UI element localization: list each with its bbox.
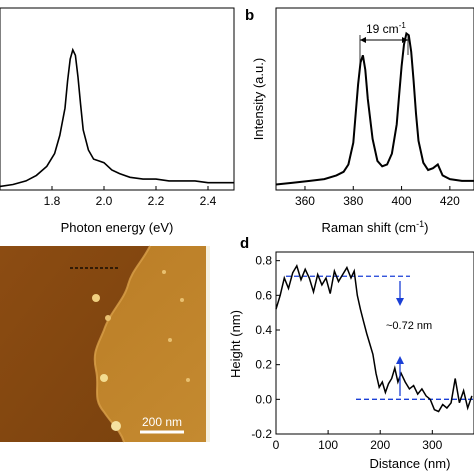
panel-d-y-axis-label: Height (nm): [228, 310, 243, 378]
panel-b-gap-arrowhead-left: [360, 37, 366, 43]
panel-d-x-tick-label: 100: [318, 438, 338, 452]
panel-b-gap-marker: 19 cm-1: [359, 21, 409, 68]
panel-d-x-tick-label: 300: [422, 438, 442, 452]
afm-particle: [162, 270, 166, 274]
panel-d-x-tick-label: 200: [370, 438, 390, 452]
panel-d-step-arrows: ~0.72 nm: [386, 281, 432, 396]
panel-a-x-tick-label: 2.2: [148, 194, 165, 208]
afm-particle: [168, 338, 172, 342]
panel-b-frame: [275, 7, 474, 191]
panel-b-gap-label: 19 cm-1: [366, 21, 406, 36]
panel-b-x-label-sup: -1: [416, 219, 424, 229]
panel-d-height-profile: d ~0.72 nm 0 100 200 300 -0.2 0.0 0.2 0.4 0.6 0.8…: [228, 235, 474, 471]
panel-d-y-tick-label: -0.2: [251, 427, 272, 441]
panel-b-raman: b 360 380 400 420 19 cm-1 Intensity (a.u.) …: [245, 7, 474, 235]
afm-particle: [105, 315, 111, 321]
afm-particle: [92, 294, 100, 302]
panel-d-arrowhead-up: [396, 356, 404, 364]
panel-a-x-axis-label: Photon energy (eV): [61, 220, 174, 235]
panel-b-y-axis-label: Intensity (a.u.): [251, 58, 266, 140]
panel-d-frame: [275, 251, 474, 435]
panel-b-x-axis-label: Raman shift (cm-1): [322, 219, 429, 235]
panel-a-series-line: [0, 47, 234, 188]
panel-b-gap-arrowhead-right: [402, 37, 408, 43]
panel-d-step-label: ~0.72 nm: [386, 320, 432, 332]
panel-c-afm-image: 200 nm: [0, 245, 210, 443]
afm-particle: [100, 374, 108, 382]
afm-particle: [111, 421, 121, 431]
panel-b-letter: b: [245, 7, 254, 24]
afm-colorbar-edge: [206, 246, 210, 442]
panel-b-gap-value: 19 cm: [366, 22, 399, 36]
panel-d-y-tick-label: 0.4: [255, 323, 272, 337]
panel-a-frame: [0, 7, 235, 191]
panel-a-x-tick-label: 1.8: [44, 194, 61, 208]
panel-b-series-line: [275, 31, 474, 186]
panel-d-letter: d: [240, 235, 249, 252]
panel-b-x-label-end: ): [424, 220, 428, 235]
afm-particle: [180, 298, 184, 302]
panel-d-y-tick-label: 0.6: [255, 288, 272, 302]
panel-a-photoluminescence: 1.8 2.0 2.2 2.4 Photon energy (eV): [0, 7, 235, 235]
panel-b-x-label-main: Raman shift (cm: [322, 220, 417, 235]
panel-d-arrowhead-down: [396, 298, 404, 306]
afm-particle: [186, 378, 190, 382]
afm-flake-region: [0, 246, 150, 442]
panel-b-gap-unit-sup: -1: [399, 21, 407, 30]
panel-a-x-tick-label: 2.0: [96, 194, 113, 208]
afm-scale-label: 200 nm: [142, 415, 182, 429]
panel-b-x-tick-label: 360: [295, 194, 315, 208]
panel-b-x-tick-label: 380: [343, 194, 363, 208]
panel-d-x-tick-label: 0: [273, 438, 280, 452]
panel-d-y-tick-label: 0.0: [255, 392, 272, 406]
panel-a-x-tick-label: 2.4: [200, 194, 217, 208]
panel-d-y-tick-label: 0.2: [255, 358, 272, 372]
panel-b-x-tick-label: 400: [392, 194, 412, 208]
panel-d-series-line: [275, 264, 473, 413]
panel-d-x-axis-label: Distance (nm): [370, 456, 451, 471]
panel-d-y-tick-label: 0.8: [255, 254, 272, 268]
afm-flake-edge: [93, 245, 151, 443]
panel-b-x-tick-label: 420: [440, 194, 460, 208]
